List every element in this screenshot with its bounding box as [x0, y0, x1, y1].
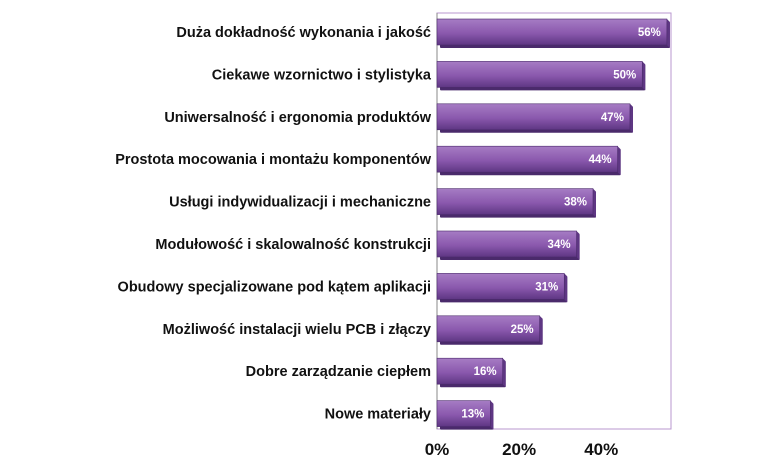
bar-end-face	[617, 146, 621, 176]
value-label: 25%	[511, 324, 534, 336]
bar-end-face	[593, 188, 596, 218]
bar-6	[436, 230, 580, 260]
category-label: Modułowość i skalowalność konstrukcji	[155, 237, 431, 253]
value-label: 31%	[535, 281, 558, 293]
bar-8	[436, 315, 543, 345]
category-label: Uniwersalność i ergonomia produktów	[164, 110, 431, 126]
x-axis-tick-labels: 0% 20% 40%	[425, 440, 619, 459]
x-tick-label: 0%	[425, 440, 450, 459]
value-label: 16%	[474, 366, 497, 378]
bar-end-face	[502, 358, 506, 388]
bar-end-face	[564, 273, 568, 303]
bar-face	[436, 61, 643, 88]
bar-end-face	[666, 19, 670, 48]
category-label: Obudowy specjalizowane pod kątem aplikac…	[118, 279, 431, 295]
value-label: 47%	[601, 112, 624, 124]
bar-9	[436, 357, 506, 388]
category-label: Nowe materiały	[325, 407, 431, 423]
bar-face	[436, 230, 577, 258]
category-label: Prostota mocowania i montażu komponentów	[115, 152, 432, 168]
value-label: 50%	[613, 69, 636, 81]
value-label: 34%	[548, 239, 571, 251]
bar-7	[436, 273, 568, 303]
bar-face	[436, 188, 594, 215]
x-tick-label: 40%	[584, 440, 618, 459]
bar-face	[436, 357, 503, 385]
category-label: Duża dokładność wykonania i jakość	[176, 25, 431, 41]
bar-end-face	[576, 231, 580, 260]
category-labels: Duża dokładność wykonania i jakość Ciekaw…	[115, 25, 432, 423]
bar-face	[436, 145, 618, 173]
value-labels: 56% 50% 47% 44% 38% 34% 31% 25% 16% 13%	[461, 27, 661, 421]
bar-10	[436, 400, 494, 430]
bar-face	[436, 273, 565, 300]
bar-end-face	[629, 103, 633, 133]
value-label: 13%	[461, 409, 484, 421]
category-label: Dobre zarządzanie ciepłem	[246, 364, 431, 380]
bar-end-face	[490, 400, 494, 430]
bar-end-face	[642, 61, 646, 91]
bar-face	[436, 18, 668, 46]
value-label: 38%	[564, 197, 587, 209]
value-label: 56%	[638, 27, 661, 39]
bar-1	[436, 18, 670, 48]
bar-2	[436, 61, 646, 91]
x-tick-label: 20%	[502, 440, 536, 459]
value-label: 44%	[589, 154, 612, 166]
bar-3	[436, 103, 633, 133]
bar-end-face	[539, 315, 543, 345]
bars	[436, 18, 670, 430]
bar-face	[436, 315, 540, 343]
bar-face	[436, 400, 491, 427]
category-label: Możliwość instalacji wielu PCB i złączy	[163, 322, 431, 338]
bar-5	[436, 188, 596, 218]
category-label: Usługi indywidualizacji i mechaniczne	[169, 195, 431, 211]
bar-face	[436, 103, 631, 131]
bar-4	[436, 145, 621, 176]
category-label: Ciekawe wzornictwo i stylistyka	[212, 67, 432, 83]
